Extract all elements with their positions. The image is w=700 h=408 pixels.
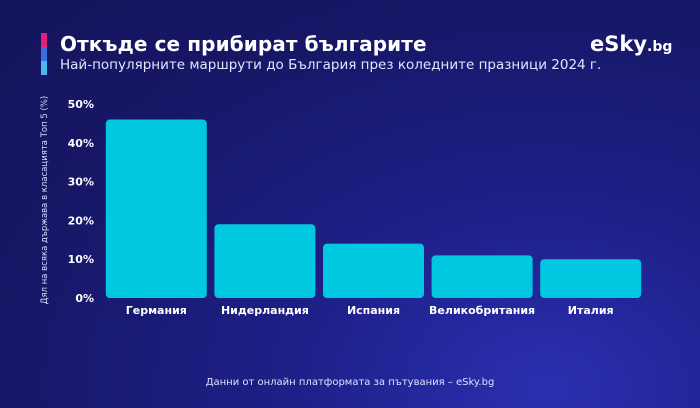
logo-text: eSky — [590, 32, 648, 56]
chart-subtitle: Най-популярните маршрути до България пре… — [60, 57, 602, 73]
source-note: Данни от онлайн платформата за пътувания… — [205, 377, 495, 388]
x-tick-label: Испания — [347, 304, 400, 317]
y-tick-label: 40% — [68, 137, 94, 150]
logo-tld: .bg — [647, 39, 673, 55]
bar-2 — [214, 224, 316, 298]
x-tick-label: Великобритания — [429, 304, 535, 317]
esky-logo: eSky.bg — [590, 32, 672, 56]
x-tick-label: Италия — [568, 304, 614, 317]
y-tick-label: 50% — [68, 98, 94, 111]
accent-segment-pink — [41, 33, 47, 47]
y-tick-label: 0% — [75, 292, 94, 305]
bar-5 — [540, 259, 642, 298]
y-tick-label: 30% — [68, 176, 94, 189]
accent-segment-blue — [41, 47, 47, 61]
y-tick-label: 20% — [68, 214, 94, 227]
title-accent-bar — [41, 33, 47, 75]
bar-1 — [105, 119, 207, 299]
y-tick-label: 10% — [68, 253, 94, 266]
x-tick-label: Германия — [126, 304, 187, 317]
bar-4 — [431, 255, 533, 298]
accent-segment-lightblue — [41, 61, 47, 75]
bar-3 — [323, 243, 424, 298]
chart-title: Откъде се прибират българите — [60, 32, 427, 56]
x-tick-label: Нидерландия — [221, 304, 309, 317]
